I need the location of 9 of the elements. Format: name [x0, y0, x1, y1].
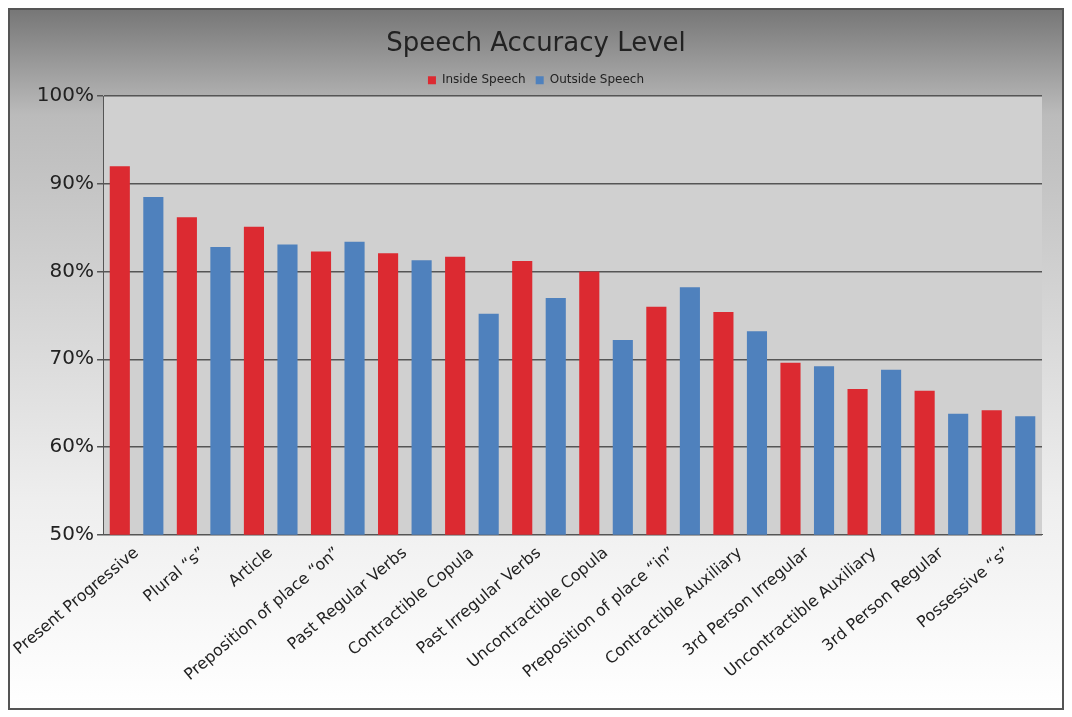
y-tick-label: 60%	[49, 433, 95, 458]
y-tick-label: 80%	[49, 257, 95, 282]
y-tick-label: 90%	[49, 170, 95, 195]
legend-label: Outside Speech	[549, 72, 645, 87]
y-tick-label: 100%	[36, 82, 95, 107]
y-tick-label: 70%	[49, 345, 95, 370]
y-tick-label: 50%	[49, 520, 95, 545]
legend-label: Inside Speech	[441, 72, 526, 87]
chart-title: Speech Accuracy Level	[386, 27, 686, 58]
